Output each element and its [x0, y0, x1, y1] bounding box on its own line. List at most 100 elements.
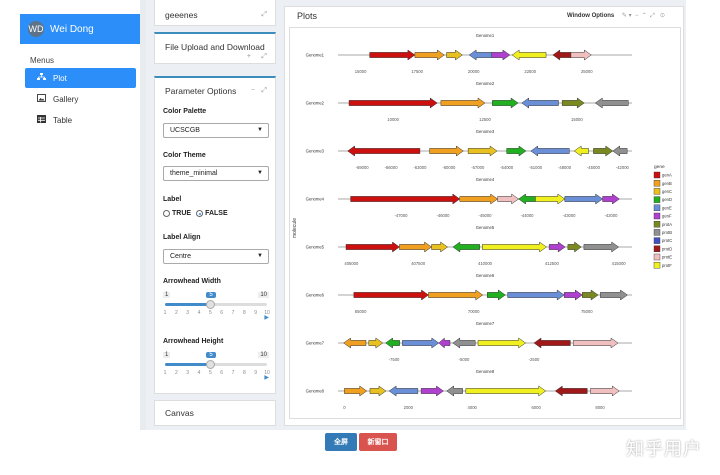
- gene-arrow-protF: [465, 385, 547, 397]
- x-tick-label: 22500: [524, 69, 536, 74]
- arrowhead-width-slider[interactable]: 1 10 5 1 2 3 4 5 6 7 8 9 10 ▶: [163, 292, 270, 321]
- gene-arrow-genE: [468, 49, 493, 61]
- x-tick-label: 412500: [545, 261, 560, 266]
- x-tick-label: 8000: [595, 405, 605, 410]
- sidebar-divider: [140, 0, 146, 430]
- legend-label: genE: [662, 205, 672, 210]
- legend-label: protA: [662, 222, 672, 227]
- gene-arrow-protB: [612, 145, 628, 157]
- gene-arrow-genE: [564, 193, 604, 205]
- gene-arrow-protE: [590, 385, 620, 397]
- sidebar-item-plot[interactable]: Plot: [25, 68, 136, 88]
- x-tick-label: 410000: [478, 261, 493, 266]
- sidebar-item-table[interactable]: Table: [25, 110, 136, 130]
- slider-tick: 5: [208, 310, 212, 316]
- x-tick-label: 405000: [344, 261, 359, 266]
- x-tick-label: 0: [343, 405, 346, 410]
- legend-swatch: [653, 204, 661, 212]
- facet-title: Genome5: [476, 225, 495, 230]
- caret-down-icon: ▼: [257, 253, 263, 259]
- sidebar-item-gallery[interactable]: Gallery: [25, 89, 136, 109]
- slider-fill: [165, 363, 211, 366]
- x-tick-label: -69000: [356, 165, 370, 170]
- slider-track[interactable]: [165, 303, 267, 306]
- legend-swatch: [653, 220, 661, 228]
- radio-false-label: FALSE: [205, 210, 228, 217]
- table-icon: [35, 115, 47, 125]
- facet-title: Genome2: [476, 81, 495, 86]
- minus-icon[interactable]: −: [250, 87, 255, 94]
- x-tick-label: -42000: [616, 165, 630, 170]
- x-tick-label: -46000: [436, 213, 450, 218]
- molecule-label: Genome3: [306, 149, 325, 154]
- slider-tick: 2: [174, 310, 178, 316]
- slider-min: 1: [163, 292, 171, 298]
- slider-track[interactable]: [165, 363, 267, 366]
- fullscreen-button[interactable]: 全屏: [325, 433, 357, 451]
- facet-title: Genome4: [476, 177, 495, 182]
- new-window-button[interactable]: 新窗口: [359, 433, 397, 451]
- legend-label: protB: [662, 230, 672, 235]
- radio-true-label: TRUE: [172, 210, 192, 217]
- legend-label: genB: [662, 181, 672, 186]
- play-icon[interactable]: ▶: [264, 315, 269, 321]
- gene-arrow-genC: [368, 337, 384, 349]
- card-title: Canvas: [165, 408, 194, 418]
- image-icon: [35, 94, 47, 104]
- window-options[interactable]: Window Options ✎ ▾ − ⌃ ⤢ ⊙: [567, 12, 665, 20]
- slider-handle[interactable]: [205, 300, 215, 309]
- slider-tick: 3: [186, 370, 190, 376]
- x-tick-label: 15000: [355, 69, 367, 74]
- expand-icon[interactable]: ⤢: [261, 87, 267, 94]
- genes-card: geeenes ⤢: [154, 0, 276, 26]
- gene-arrow-genC: [369, 385, 387, 397]
- gene-arrow-protE: [497, 193, 520, 205]
- facet-title: Genome3: [476, 129, 495, 134]
- slider-tick: 1: [163, 370, 167, 376]
- legend-swatch: [653, 188, 661, 195]
- gene-arrow-genD: [506, 145, 527, 157]
- label-align-select[interactable]: Centre ▼: [163, 249, 269, 264]
- legend-label: protE: [662, 255, 672, 260]
- arrowhead-height-slider[interactable]: 1 10 5 1 2 3 4 5 6 7 8 9 10 ▶: [163, 352, 270, 381]
- molecule-label: Genome8: [306, 389, 325, 394]
- user-name: Wei Dong: [50, 23, 94, 35]
- slider-max: 10: [258, 292, 269, 298]
- avatar: WD: [28, 21, 44, 37]
- x-tick-label: 4000: [468, 405, 478, 410]
- gene-arrow-genB: [428, 289, 484, 301]
- slider-tick: 10: [264, 370, 270, 376]
- select-value: theme_minimal: [170, 170, 218, 177]
- slider-handle[interactable]: [205, 360, 215, 369]
- gene-arrow-genB: [344, 385, 368, 397]
- facet-title: Genome7: [476, 321, 495, 326]
- footer: 全屏 新窗口: [0, 430, 720, 475]
- color-palette-select[interactable]: UCSCGB ▼: [163, 123, 269, 138]
- plots-title: Plots: [297, 11, 318, 21]
- gene-arrow-genE: [388, 385, 419, 397]
- gene-arrow-genF: [602, 193, 620, 205]
- molecule-label: Genome2: [306, 101, 325, 106]
- legend-label: protC: [662, 238, 672, 243]
- user-panel[interactable]: WD Wei Dong: [20, 14, 140, 44]
- gene-arrow-genF: [420, 385, 444, 397]
- x-tick-label: -48000: [558, 165, 572, 170]
- radio-true[interactable]: [163, 210, 170, 217]
- gene-arrow-genB: [459, 193, 499, 205]
- gene-arrow-protE: [572, 337, 619, 349]
- x-tick-label: 10000: [387, 117, 399, 122]
- sidebar-item-label: Table: [53, 115, 73, 125]
- window-tools-icon[interactable]: ✎ ▾ − ⌃ ⤢ ⊙: [621, 13, 665, 19]
- canvas-card[interactable]: Canvas: [154, 400, 276, 426]
- gene-arrow-protB: [583, 241, 620, 253]
- sidebar-item-label: Gallery: [53, 94, 79, 104]
- color-theme-select[interactable]: theme_minimal ▼: [163, 166, 269, 181]
- x-tick-label: 20000: [468, 69, 480, 74]
- radio-false[interactable]: [196, 210, 204, 217]
- expand-icon[interactable]: ⤢: [261, 11, 267, 18]
- plus-icon[interactable]: +: [246, 53, 251, 60]
- gene-arrow-genA: [348, 97, 438, 109]
- play-icon[interactable]: ▶: [264, 375, 269, 381]
- expand-icon[interactable]: ⤢: [261, 53, 267, 60]
- gene-arrow-genD: [385, 337, 400, 349]
